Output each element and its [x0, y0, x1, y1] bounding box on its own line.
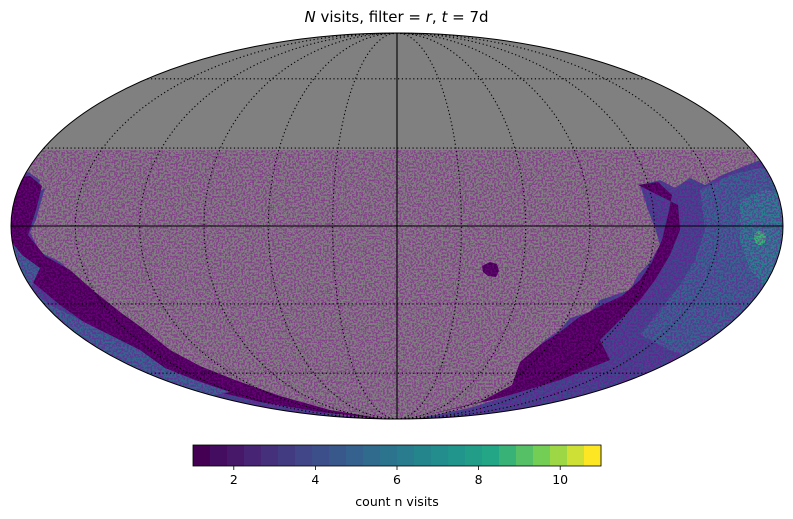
colorbar-swatch	[193, 445, 211, 466]
colorbar-swatch	[244, 445, 262, 466]
colorbar-label: count n visits	[355, 494, 438, 509]
meridian-line	[396, 32, 655, 420]
title-n: N	[304, 8, 316, 26]
title-filter: r	[425, 8, 432, 26]
colorbar-tick-label: 2	[230, 472, 238, 487]
colorbar-swatch	[499, 445, 517, 466]
colorbar-swatch	[448, 445, 466, 466]
meridian-line	[332, 32, 398, 420]
colorbar-swatch	[363, 445, 381, 466]
colorbar-tick-label: 6	[393, 472, 401, 487]
title-t: t	[441, 8, 448, 26]
colorbar-swatch	[380, 445, 398, 466]
colorbar-swatch	[567, 445, 585, 466]
colorbar-swatch	[584, 445, 602, 466]
colorbar-ticks: 2 4 6 8 10	[230, 466, 568, 487]
colorbar-swatch	[482, 445, 500, 466]
meridian-line	[396, 32, 462, 420]
meridian-line	[139, 32, 398, 420]
colorbar-swatch	[295, 445, 313, 466]
colorbar-swatch	[516, 445, 534, 466]
colorbar-swatch	[397, 445, 415, 466]
colorbar-tick-label: 4	[311, 472, 319, 487]
colorbar-swatch	[329, 445, 347, 466]
colorbar-tick-label: 8	[475, 472, 483, 487]
colorbar-swatch	[210, 445, 228, 466]
colorbar-swatch	[550, 445, 568, 466]
colorbar-swatch	[227, 445, 245, 466]
plot-title: N visits, filter = r, t = 7d	[0, 8, 793, 26]
title-part1: visits, filter =	[315, 8, 426, 26]
colorbar-swatch	[431, 445, 449, 466]
colorbar-swatch	[261, 445, 279, 466]
title-part2: ,	[431, 8, 442, 26]
colorbar-swatch	[278, 445, 296, 466]
colorbar	[193, 445, 602, 466]
colorbar-swatch	[346, 445, 364, 466]
colorbar-swatch	[533, 445, 551, 466]
colorbar-tick-label: 10	[552, 472, 568, 487]
colorbar-swatch	[312, 445, 330, 466]
colorbar-swatch	[414, 445, 432, 466]
colorbar-swatch	[465, 445, 483, 466]
map-outline	[10, 32, 784, 420]
title-part3: = 7d	[447, 8, 489, 26]
